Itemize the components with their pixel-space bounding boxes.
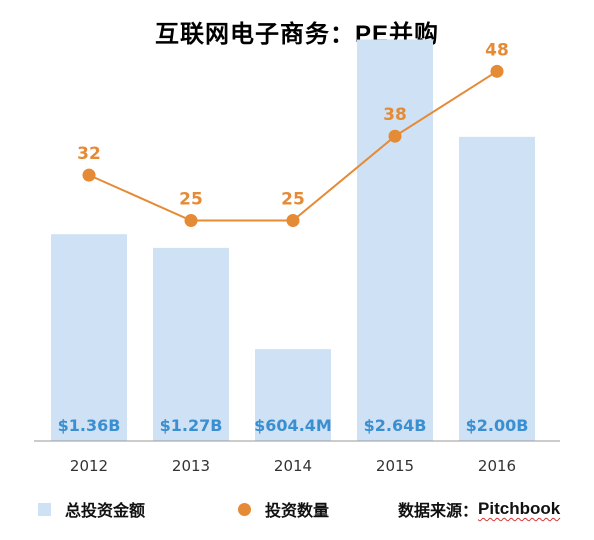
bar-2013 — [153, 247, 229, 441]
bar-label-2016: $2.00B — [466, 416, 529, 435]
legend-item-bars: 总投资金额 — [38, 496, 145, 522]
bar-2012 — [51, 234, 127, 441]
x-tick-2012: 2012 — [70, 457, 108, 475]
count-label-2016: 48 — [485, 40, 509, 60]
x-tick-2013: 2013 — [172, 457, 210, 475]
count-point-2015 — [388, 129, 402, 143]
bar-label-2015: $2.64B — [364, 416, 427, 435]
count-label-2012: 32 — [77, 144, 101, 164]
legend-line-dot-icon — [238, 502, 251, 516]
x-tick-2015: 2015 — [376, 457, 414, 475]
legend-bar-label: 总投资金额 — [65, 501, 146, 520]
count-point-2012 — [82, 168, 96, 182]
bar-2016 — [459, 136, 535, 442]
bar-label-2012: $1.36B — [58, 416, 121, 435]
count-label-2014: 25 — [281, 190, 305, 210]
title-text-cn: 互联网电子商务： — [154, 20, 355, 48]
count-label-2013: 25 — [179, 190, 203, 210]
count-point-2014 — [286, 214, 300, 227]
count-label-2015: 38 — [383, 105, 407, 125]
count-point-2013 — [184, 214, 198, 227]
x-tick-2014: 2014 — [274, 457, 312, 475]
chart-title: 互联网电子商务：PE并购 — [0, 14, 594, 49]
legend-bar-swatch-icon — [38, 502, 51, 516]
data-source-label: 数据来源： — [398, 501, 479, 520]
data-source: 数据来源： Pitchbook — [398, 496, 560, 522]
legend-item-line: 投资数量 — [238, 496, 329, 522]
x-tick-2016: 2016 — [478, 457, 516, 475]
data-source-value: Pitchbook — [478, 499, 561, 518]
bar-2015 — [357, 39, 433, 441]
bar-label-2014: $604.4M — [254, 416, 332, 435]
legend-line-label: 投资数量 — [265, 501, 330, 520]
bar-2014 — [255, 349, 331, 441]
bar-label-2013: $1.27B — [160, 416, 223, 435]
count-point-2016 — [490, 64, 504, 78]
